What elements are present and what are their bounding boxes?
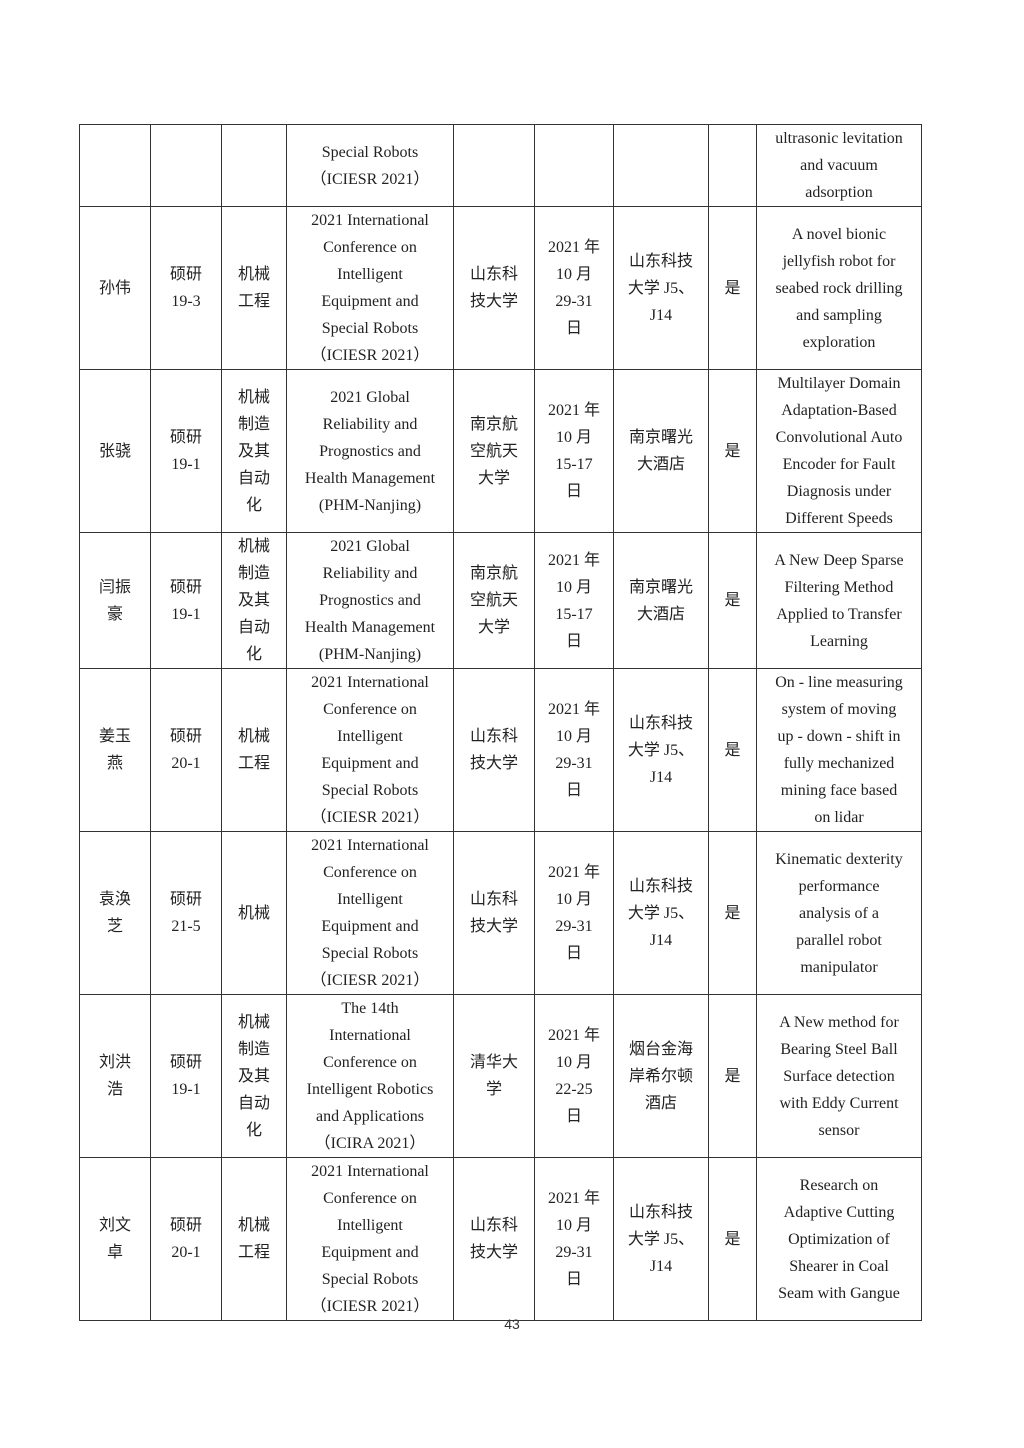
conference-cell: 2021 International Conference on Intelli… xyxy=(286,206,454,370)
attended-cell: 是 xyxy=(708,369,757,533)
venue-cell: 山东科技 大学 J5、 J14 xyxy=(613,206,709,370)
major-cell: 机械 工程 xyxy=(221,1157,287,1321)
table-row: 张骁 硕研 19-1 机械 制造 及其 自动 化 2021 Global Reliab… xyxy=(79,369,922,533)
major-cell: 机械 制造 及其 自动 化 xyxy=(221,532,287,669)
organizer-cell: 南京航 空航天 大学 xyxy=(453,369,535,533)
table-row: 姜玉 燕硕研 20-1 机械 工程 2021 International Confe… xyxy=(79,668,922,832)
organizer-cell xyxy=(453,124,535,207)
venue-cell: 南京曙光 大酒店 xyxy=(613,532,709,669)
class-cell: 硕研 19-1 xyxy=(150,532,222,669)
name-cell: 袁涣 芝 xyxy=(79,831,151,995)
attended-cell: 是 xyxy=(708,831,757,995)
table-row: 刘洪 浩硕研 19-1 机械 制造 及其 自动 化 The 14th Interna… xyxy=(79,994,922,1158)
venue-cell xyxy=(613,124,709,207)
venue-cell: 南京曙光 大酒店 xyxy=(613,369,709,533)
conference-cell: 2021 Global Reliability and Prognostics … xyxy=(286,369,454,533)
table-row: Special Robots （ICIESR 2021） ultrasonic l… xyxy=(79,124,922,207)
paper-title-cell: Kinematic dexterity performance analysis… xyxy=(756,831,922,995)
class-cell: 硕研 19-1 xyxy=(150,369,222,533)
venue-cell: 烟台金海 岸希尔顿 酒店 xyxy=(613,994,709,1158)
attended-cell xyxy=(708,124,757,207)
attended-cell: 是 xyxy=(708,532,757,669)
table-row: 刘文 卓硕研 20-1 机械 工程 2021 International Confe… xyxy=(79,1157,922,1321)
organizer-cell: 山东科 技大学 xyxy=(453,1157,535,1321)
major-cell: 机械 工程 xyxy=(221,206,287,370)
date-cell: 2021 年 10 月 29-31 日 xyxy=(534,1157,614,1321)
table-row: 袁涣 芝硕研 21-5 机械 2021 International Conferen… xyxy=(79,831,922,995)
attended-cell: 是 xyxy=(708,1157,757,1321)
name-cell: 闫振 豪 xyxy=(79,532,151,669)
name-cell: 刘文 卓 xyxy=(79,1157,151,1321)
date-cell: 2021 年 10 月 29-31 日 xyxy=(534,206,614,370)
conference-table: Special Robots （ICIESR 2021） ultrasonic l… xyxy=(79,124,922,1321)
organizer-cell: 山东科 技大学 xyxy=(453,831,535,995)
conference-cell: The 14th International Conference on Int… xyxy=(286,994,454,1158)
name-cell xyxy=(79,124,151,207)
table-body: Special Robots （ICIESR 2021） ultrasonic l… xyxy=(79,124,922,1321)
paper-title-cell: Research on Adaptive Cutting Optimizatio… xyxy=(756,1157,922,1321)
date-cell xyxy=(534,124,614,207)
attended-cell: 是 xyxy=(708,668,757,832)
major-cell: 机械 xyxy=(221,831,287,995)
organizer-cell: 清华大 学 xyxy=(453,994,535,1158)
class-cell: 硕研 19-1 xyxy=(150,994,222,1158)
major-cell: 机械 制造 及其 自动 化 xyxy=(221,369,287,533)
major-cell: 机械 制造 及其 自动 化 xyxy=(221,994,287,1158)
paper-title-cell: A novel bionic jellyfish robot for seabe… xyxy=(756,206,922,370)
paper-title-cell: A New Deep Sparse Filtering Method Appli… xyxy=(756,532,922,669)
conference-cell: 2021 International Conference on Intelli… xyxy=(286,831,454,995)
table-row: 孙伟 硕研 19-3 机械 工程 2021 International Confere… xyxy=(79,206,922,370)
date-cell: 2021 年 10 月 29-31 日 xyxy=(534,668,614,832)
date-cell: 2021 年 10 月 15-17 日 xyxy=(534,369,614,533)
paper-title-cell: On - line measuring system of moving up … xyxy=(756,668,922,832)
major-cell: 机械 工程 xyxy=(221,668,287,832)
date-cell: 2021 年 10 月 29-31 日 xyxy=(534,831,614,995)
class-cell: 硕研 21-5 xyxy=(150,831,222,995)
conference-cell: 2021 International Conference on Intelli… xyxy=(286,1157,454,1321)
paper-title-cell: Multilayer Domain Adaptation-Based Convo… xyxy=(756,369,922,533)
name-cell: 孙伟 xyxy=(79,206,151,370)
venue-cell: 山东科技 大学 J5、 J14 xyxy=(613,831,709,995)
class-cell: 硕研 20-1 xyxy=(150,1157,222,1321)
class-cell: 硕研 20-1 xyxy=(150,668,222,832)
class-cell xyxy=(150,124,222,207)
class-cell: 硕研 19-3 xyxy=(150,206,222,370)
name-cell: 张骁 xyxy=(79,369,151,533)
conference-cell: 2021 International Conference on Intelli… xyxy=(286,668,454,832)
attended-cell: 是 xyxy=(708,206,757,370)
conference-cell: Special Robots （ICIESR 2021） xyxy=(286,124,454,207)
organizer-cell: 山东科 技大学 xyxy=(453,206,535,370)
venue-cell: 山东科技 大学 J5、 J14 xyxy=(613,668,709,832)
attended-cell: 是 xyxy=(708,994,757,1158)
conference-cell: 2021 Global Reliability and Prognostics … xyxy=(286,532,454,669)
table-row: 闫振 豪硕研 19-1 机械 制造 及其 自动 化 2021 Global Reli… xyxy=(79,532,922,669)
paper-title-cell: ultrasonic levitation and vacuum adsorpt… xyxy=(756,124,922,207)
venue-cell: 山东科技 大学 J5、 J14 xyxy=(613,1157,709,1321)
paper-title-cell: A New method for Bearing Steel Ball Surf… xyxy=(756,994,922,1158)
major-cell xyxy=(221,124,287,207)
name-cell: 刘洪 浩 xyxy=(79,994,151,1158)
organizer-cell: 南京航 空航天 大学 xyxy=(453,532,535,669)
page-number: 43 xyxy=(504,1316,520,1332)
date-cell: 2021 年 10 月 15-17 日 xyxy=(534,532,614,669)
date-cell: 2021 年 10 月 22-25 日 xyxy=(534,994,614,1158)
name-cell: 姜玉 燕 xyxy=(79,668,151,832)
organizer-cell: 山东科 技大学 xyxy=(453,668,535,832)
